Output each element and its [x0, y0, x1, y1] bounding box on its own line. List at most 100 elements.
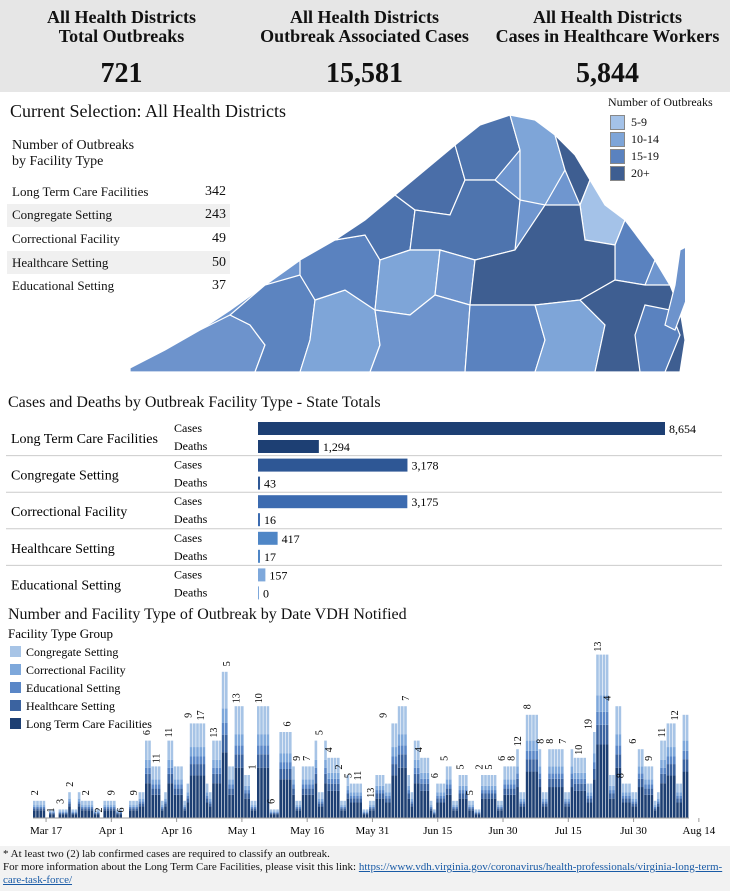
stacked-bar-segment	[93, 812, 97, 814]
stacked-bar-segment	[205, 795, 209, 799]
stacked-bar-segment	[212, 767, 215, 774]
stacked-bar-segment	[660, 740, 663, 760]
stacked-bar-segment	[391, 764, 394, 776]
stacked-bar-segment	[119, 813, 122, 815]
stacked-bar-segment	[490, 775, 494, 786]
stacked-bar-segment	[673, 756, 676, 765]
stacked-bar-segment	[663, 783, 666, 818]
stacked-bar-segment	[500, 800, 503, 806]
stacked-bar-segment	[161, 806, 164, 809]
stacked-bar-segment	[522, 803, 526, 807]
stacked-bar-segment	[109, 810, 113, 818]
legend-item[interactable]: 20+	[610, 165, 713, 182]
stacked-bar-segment	[410, 803, 414, 807]
stacked-bar-segment	[295, 808, 298, 811]
stacked-bar-segment	[276, 809, 279, 812]
stacked-bar-segment	[266, 767, 270, 818]
map-district[interactable]	[614, 218, 656, 286]
stacked-bar-segment	[90, 808, 94, 811]
table-row[interactable]: Long Term Care Facilities 342	[7, 180, 230, 204]
stacked-bar-segment	[653, 810, 657, 818]
stacked-bar-segment	[589, 798, 593, 803]
map-eastern-shore[interactable]	[664, 240, 685, 331]
stacked-bar-segment	[593, 732, 596, 754]
stacked-bar-segment	[308, 788, 311, 795]
stacked-bar-segment	[42, 800, 46, 806]
stacked-bar-segment	[554, 787, 558, 818]
stacked-bar-segment	[202, 764, 206, 776]
stacked-bar-segment	[557, 773, 561, 779]
stacked-bar-segment	[33, 810, 36, 818]
stacked-bar-segment	[612, 785, 615, 791]
stacked-bar-segment	[679, 802, 682, 818]
stacked-bar-segment	[625, 802, 628, 818]
stacked-bar-segment	[449, 779, 452, 785]
stacked-bar-segment	[545, 792, 548, 799]
stacked-bar-segment	[561, 773, 564, 779]
table-row[interactable]: Healthcare Setting 50	[7, 250, 230, 275]
map-district[interactable]	[129, 314, 266, 373]
stacked-bar-segment	[337, 778, 340, 784]
stacked-bar-segment	[87, 810, 90, 818]
bar-total-label: 12	[513, 736, 524, 746]
bar-total-label: 2	[65, 782, 76, 787]
stacked-bar-segment	[561, 766, 564, 774]
stacked-bar-segment	[327, 783, 330, 791]
stacked-bar-segment	[628, 783, 631, 793]
footnote-link[interactable]: https://www.vdh.virginia.gov/coronavirus…	[3, 861, 723, 886]
stacked-bar-segment	[519, 803, 522, 807]
bar-total-label: 9	[107, 790, 118, 795]
stacked-bar-segment	[580, 757, 583, 773]
health-districts-map[interactable]	[125, 110, 685, 380]
stacked-bar-segment	[65, 814, 68, 818]
stacked-bar-segment	[58, 813, 62, 815]
stacked-bar-segment	[385, 792, 388, 796]
stacked-bar-segment	[394, 747, 398, 757]
stacked-bar-segment	[247, 790, 250, 794]
facility-heading-line1: Number of Outbreaks	[12, 138, 135, 153]
stacked-bar-segment	[77, 803, 81, 807]
stacked-bar-segment	[225, 671, 228, 709]
map-district[interactable]	[464, 304, 546, 373]
stacked-bar-segment	[81, 810, 84, 818]
stacked-bar-segment	[266, 754, 270, 768]
bar-total-label: 2	[94, 808, 105, 813]
legend-item[interactable]: 15-19	[610, 148, 713, 165]
stacked-bar-segment	[141, 806, 145, 818]
stacked-bar-segment	[551, 766, 554, 774]
table-row[interactable]: Congregate Setting 243	[7, 203, 230, 228]
legend-title: Facility Type Group	[8, 626, 113, 641]
kpi-header: All Health Districts Total Outbreaks 721…	[0, 0, 730, 92]
stacked-bar-segment	[321, 806, 324, 818]
stacked-bar-segment	[189, 723, 193, 748]
stacked-bar-segment	[468, 808, 471, 811]
stacked-bar-segment	[605, 711, 609, 725]
stacked-bar-segment	[397, 706, 401, 735]
stacked-bar-segment	[36, 800, 39, 806]
stacked-bar-segment	[81, 800, 84, 806]
map-district[interactable]	[579, 178, 626, 246]
stacked-bar-segment	[586, 783, 590, 793]
stacked-bar-segment	[385, 783, 388, 793]
legend-item[interactable]: 5-9	[610, 114, 713, 131]
stacked-bar-segment	[401, 745, 404, 755]
stacked-bar-segment	[676, 783, 679, 793]
stacked-bar-segment	[484, 790, 487, 794]
stacked-bar-segment	[365, 811, 369, 813]
stacked-bar-segment	[669, 756, 673, 765]
legend-item[interactable]: 10-14	[610, 131, 713, 148]
stacked-bar-segment	[391, 756, 394, 765]
stacked-bar-segment	[116, 811, 119, 813]
stacked-bar-segment	[241, 706, 244, 735]
stacked-bar-segment	[356, 802, 359, 818]
stacked-bar-segment	[218, 767, 222, 774]
stacked-bar-segment	[615, 706, 618, 735]
table-row[interactable]: Correctional Facility 49	[7, 227, 230, 251]
map-district[interactable]	[509, 114, 566, 206]
stacked-bar-segment	[365, 813, 369, 815]
stacked-bar-segment	[586, 798, 590, 803]
table-row[interactable]: Educational Setting 37	[7, 274, 230, 298]
x-tick-label: May 16	[290, 825, 324, 837]
stacked-bar-segment	[324, 783, 327, 818]
stacked-bar-segment	[375, 775, 378, 786]
